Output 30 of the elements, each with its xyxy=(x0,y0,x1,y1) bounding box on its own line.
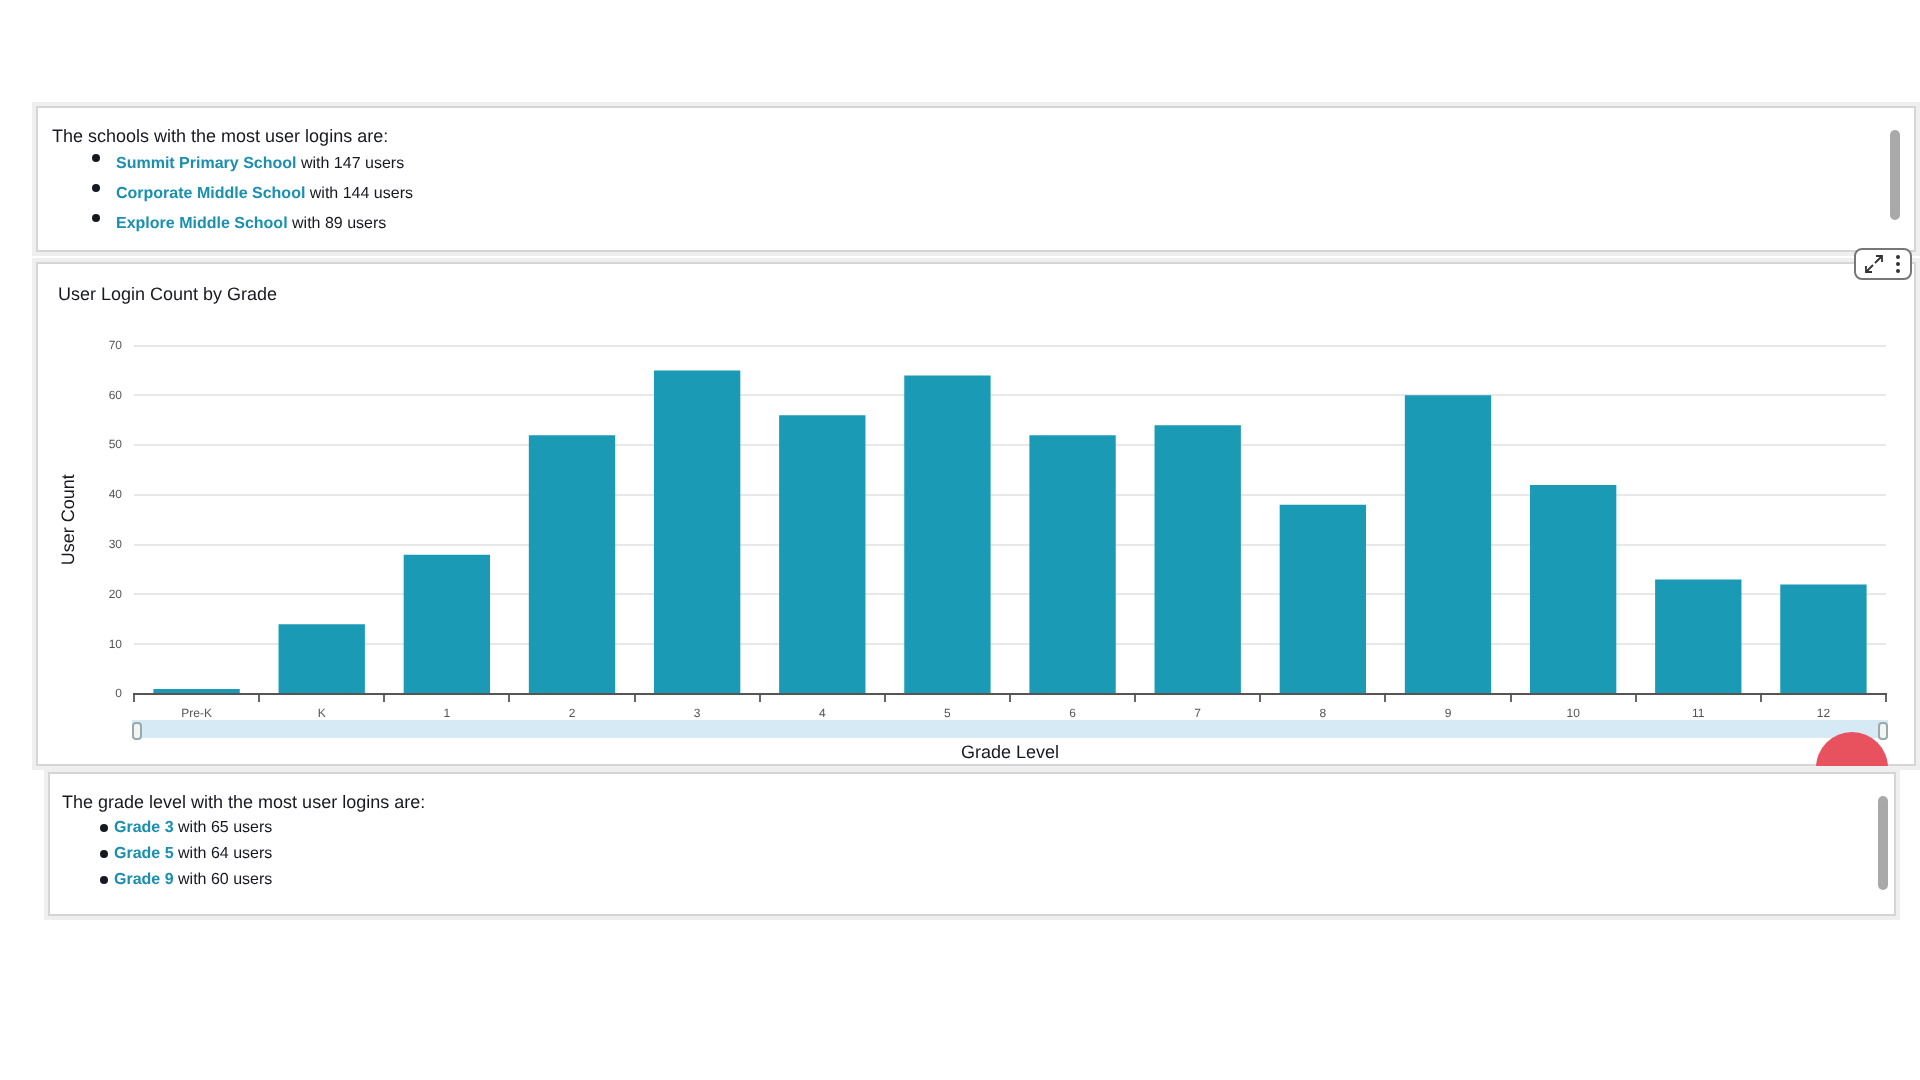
text: Grade 5 xyxy=(114,844,174,862)
chart-title: User Login Count by Grade xyxy=(58,283,278,304)
bar xyxy=(904,375,991,693)
text: Grade 3 xyxy=(114,818,174,836)
y-axis-title: User Count xyxy=(57,473,78,566)
text: with 60 users xyxy=(178,870,273,888)
bar xyxy=(1154,425,1241,693)
bar xyxy=(779,415,866,693)
text: Corporate Middle School xyxy=(116,184,306,202)
text: The schools with the most user logins are: xyxy=(52,126,389,146)
text: with 89 users xyxy=(292,214,387,232)
text: with 147 users xyxy=(300,154,405,172)
bar xyxy=(1279,504,1367,693)
bar xyxy=(278,624,365,693)
text: Summit Primary School xyxy=(116,154,297,172)
text: The grade level with the most user logins are: xyxy=(62,792,426,812)
bar xyxy=(1529,484,1617,693)
text: Explore Middle School xyxy=(116,214,288,232)
bar xyxy=(1655,579,1742,693)
x-axis-title: Grade Level xyxy=(960,742,1060,763)
text: with 144 users xyxy=(309,184,413,202)
bar xyxy=(1029,435,1116,693)
bar xyxy=(403,554,491,693)
bar xyxy=(1780,584,1867,693)
text: with 65 users xyxy=(178,818,273,836)
text: with 64 users xyxy=(178,844,273,862)
bar xyxy=(528,435,616,693)
bar xyxy=(653,370,741,693)
text: Grade 9 xyxy=(114,870,174,888)
bar xyxy=(1404,395,1492,693)
